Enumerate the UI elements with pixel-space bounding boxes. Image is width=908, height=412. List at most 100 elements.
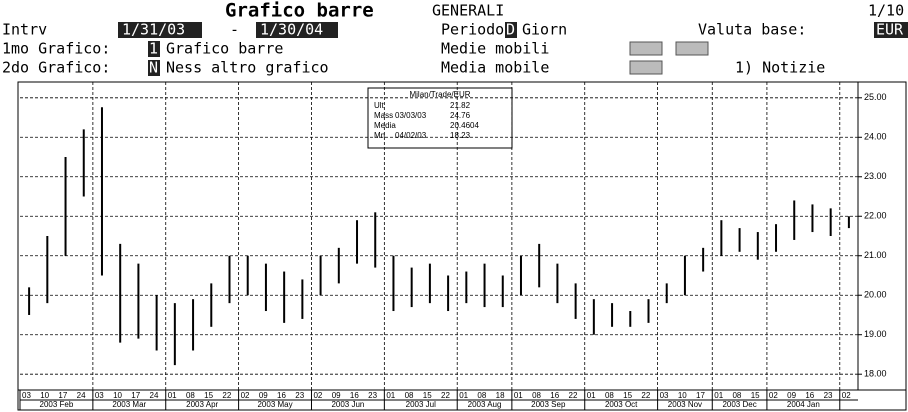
x-tick-label: 22 — [222, 391, 231, 400]
date-field[interactable] — [118, 22, 202, 38]
legend-label: Mass — [374, 111, 393, 120]
input-box[interactable] — [629, 41, 663, 56]
page: 1/10 — [868, 2, 904, 20]
x-tick-label: 01 — [514, 391, 523, 400]
month-label: 2003 Sep — [531, 400, 566, 409]
x-tick-label: 01 — [714, 391, 723, 400]
x-tick-label: 08 — [532, 391, 541, 400]
y-tick-label: 25.00 — [864, 92, 887, 102]
moving-avg-label: Media mobile — [441, 59, 549, 77]
legend-title: Milan/Trade/EUR — [409, 90, 470, 99]
x-tick-label: 15 — [751, 391, 760, 400]
dash: - — [230, 21, 239, 39]
x-tick-label: 15 — [204, 391, 213, 400]
y-tick-label: 20.00 — [864, 290, 887, 300]
x-tick-label: 09 — [332, 391, 341, 400]
chart2-label: 2do Grafico: — [2, 59, 110, 77]
x-tick-label: 16 — [350, 391, 359, 400]
x-tick-label: 18 — [496, 391, 505, 400]
start-date[interactable]: 1/31/03 — [122, 21, 185, 39]
x-tick-label: 24 — [150, 391, 159, 400]
legend-date: 04/02/03 — [395, 131, 427, 140]
legend-label: Ult — [374, 101, 385, 110]
input-box[interactable] — [675, 41, 709, 56]
month-label: 2003 May — [257, 400, 292, 409]
moving-avgs-label: Medie mobili — [441, 40, 549, 58]
period-label: Periodo — [441, 21, 504, 39]
x-tick-label: 10 — [113, 391, 122, 400]
y-tick-label: 19.00 — [864, 329, 887, 339]
input-box[interactable] — [629, 60, 663, 75]
month-label: 2003 Jun — [331, 400, 364, 409]
x-tick-label: 03 — [660, 391, 669, 400]
x-tick-label: 15 — [623, 391, 632, 400]
x-tick-label: 22 — [569, 391, 578, 400]
x-tick-label: 17 — [131, 391, 140, 400]
code-field[interactable] — [505, 22, 517, 38]
x-tick-label: 10 — [40, 391, 49, 400]
x-tick-label: 15 — [423, 391, 432, 400]
x-tick-label: 23 — [295, 391, 304, 400]
chart1-label: 1mo Grafico: — [2, 40, 110, 58]
period-code[interactable]: D — [506, 21, 515, 39]
x-tick-label: 02 — [313, 391, 322, 400]
x-tick-label: 08 — [186, 391, 195, 400]
legend-label: Media — [374, 121, 396, 130]
month-label: 2003 Oct — [605, 400, 638, 409]
legend-date: 03/03/03 — [395, 111, 427, 120]
x-tick-label: 09 — [787, 391, 796, 400]
legend-value: 20.4604 — [450, 121, 479, 130]
month-label: 2003 Apr — [186, 400, 218, 409]
x-tick-label: 01 — [386, 391, 395, 400]
month-label: 2003 Feb — [40, 400, 74, 409]
x-tick-label: 16 — [805, 391, 814, 400]
news[interactable]: 1) Notizie — [735, 59, 825, 77]
y-tick-label: 18.00 — [864, 369, 887, 379]
x-tick-label: 08 — [405, 391, 414, 400]
title: Grafico barre — [225, 0, 374, 22]
legend-value: 18.23 — [450, 131, 471, 140]
chart2-value: Ness altro grafico — [166, 59, 329, 77]
currency[interactable]: EUR — [876, 21, 904, 39]
interval-label: Intrv — [2, 21, 47, 39]
chart1-code[interactable]: 1 — [149, 40, 158, 58]
month-label: 2004 Jan — [787, 400, 820, 409]
code-field[interactable] — [874, 22, 908, 38]
x-tick-label: 17 — [696, 391, 705, 400]
x-tick-label: 23 — [368, 391, 377, 400]
x-tick-label: 16 — [550, 391, 559, 400]
x-tick-label: 08 — [732, 391, 741, 400]
month-label: 2003 Nov — [668, 400, 702, 409]
x-tick-label: 02 — [769, 391, 778, 400]
month-label: 2003 Jul — [406, 400, 436, 409]
x-tick-label: 23 — [824, 391, 833, 400]
chart-frame — [17, 81, 907, 411]
date-field[interactable] — [256, 22, 338, 38]
period-value: Giorn — [522, 21, 567, 39]
x-tick-label: 10 — [678, 391, 687, 400]
x-tick-label: 01 — [168, 391, 177, 400]
month-label: 2003 Mar — [112, 400, 146, 409]
code-field[interactable] — [148, 41, 160, 57]
x-tick-label: 08 — [605, 391, 614, 400]
x-tick-label: 01 — [459, 391, 468, 400]
x-tick-label: 16 — [277, 391, 286, 400]
code-field[interactable] — [148, 60, 160, 76]
x-tick-label: 03 — [22, 391, 31, 400]
legend-label: Mn — [374, 131, 385, 140]
x-tick-label: 17 — [58, 391, 67, 400]
chart1-value: Grafico barre — [166, 40, 283, 58]
month-label: 2003 Aug — [468, 400, 502, 409]
x-tick-label: 22 — [641, 391, 650, 400]
chart2-code[interactable]: N — [149, 59, 158, 77]
month-label: 2003 Dec — [722, 400, 756, 409]
x-tick-label: 24 — [77, 391, 86, 400]
currency-label: Valuta base: — [698, 21, 806, 39]
legend-value: 24.76 — [450, 111, 471, 120]
y-tick-label: 23.00 — [864, 171, 887, 181]
end-date[interactable]: 1/30/04 — [260, 21, 323, 39]
x-tick-label: 08 — [477, 391, 486, 400]
x-tick-label: 02 — [241, 391, 250, 400]
x-tick-label: 02 — [842, 391, 851, 400]
